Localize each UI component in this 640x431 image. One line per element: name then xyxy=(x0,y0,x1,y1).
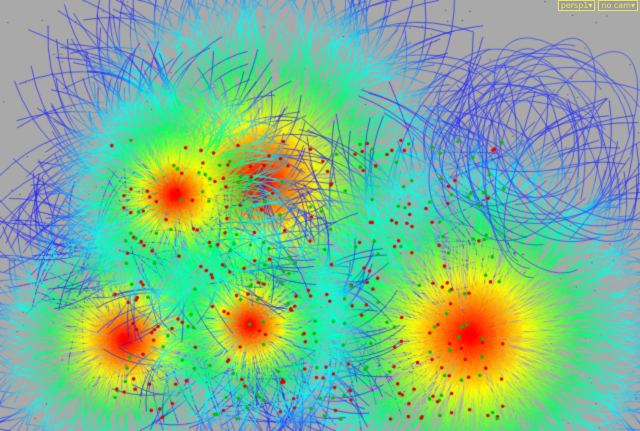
viewport-menus: persp1▾ no cam▾ xyxy=(557,0,638,11)
no-cam-menu-button[interactable]: no cam▾ xyxy=(598,0,638,11)
camera-menu-button[interactable]: persp1▾ xyxy=(557,0,596,11)
